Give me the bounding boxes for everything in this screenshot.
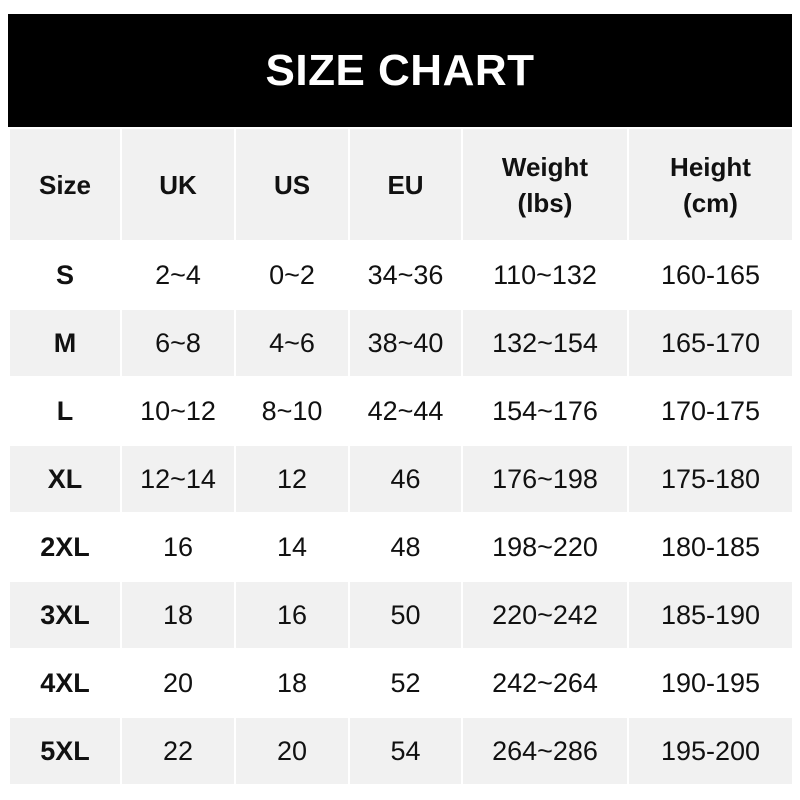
cell-weight: 154~176 bbox=[461, 376, 629, 446]
column-header-uk: UK bbox=[120, 127, 236, 242]
cell-weight: 220~242 bbox=[461, 580, 629, 650]
column-header-eu: EU bbox=[348, 127, 463, 242]
column-header-label: Weight bbox=[501, 151, 589, 182]
size-chart-table: Size UK US EU Weight (lbs) Height (cm) S 2~4 0~2 3… bbox=[8, 127, 794, 786]
column-header-label: US bbox=[273, 169, 311, 200]
cell-eu: 46 bbox=[348, 444, 463, 514]
table-row: 2XL 16 14 48 198~220 180-185 bbox=[8, 512, 794, 582]
cell-eu: 42~44 bbox=[348, 376, 463, 446]
cell-size: L bbox=[8, 376, 122, 446]
column-header-unit: (lbs) bbox=[517, 187, 573, 218]
cell-weight: 242~264 bbox=[461, 648, 629, 718]
column-header-size: Size bbox=[8, 127, 122, 242]
cell-eu: 38~40 bbox=[348, 308, 463, 378]
cell-height: 180-185 bbox=[627, 512, 794, 582]
cell-height: 185-190 bbox=[627, 580, 794, 650]
column-header-label: EU bbox=[387, 169, 424, 200]
table-row: 4XL 20 18 52 242~264 190-195 bbox=[8, 648, 794, 718]
cell-size: M bbox=[8, 308, 122, 378]
cell-size: 4XL bbox=[8, 648, 122, 718]
cell-us: 20 bbox=[234, 716, 350, 786]
table-row: L 10~12 8~10 42~44 154~176 170-175 bbox=[8, 376, 794, 446]
cell-height: 160-165 bbox=[627, 240, 794, 310]
cell-eu: 54 bbox=[348, 716, 463, 786]
cell-us: 4~6 bbox=[234, 308, 350, 378]
cell-us: 14 bbox=[234, 512, 350, 582]
cell-uk: 6~8 bbox=[120, 308, 236, 378]
cell-eu: 48 bbox=[348, 512, 463, 582]
cell-size: S bbox=[8, 240, 122, 310]
cell-uk: 20 bbox=[120, 648, 236, 718]
cell-uk: 16 bbox=[120, 512, 236, 582]
header-row: Size UK US EU Weight (lbs) Height (cm) bbox=[8, 127, 794, 242]
cell-us: 16 bbox=[234, 580, 350, 650]
table-row: S 2~4 0~2 34~36 110~132 160-165 bbox=[8, 240, 794, 310]
table-row: 3XL 18 16 50 220~242 185-190 bbox=[8, 580, 794, 650]
cell-uk: 18 bbox=[120, 580, 236, 650]
cell-eu: 50 bbox=[348, 580, 463, 650]
cell-uk: 12~14 bbox=[120, 444, 236, 514]
column-header-label: Size bbox=[38, 169, 92, 200]
cell-weight: 132~154 bbox=[461, 308, 629, 378]
column-header-unit: (cm) bbox=[683, 187, 738, 218]
cell-us: 0~2 bbox=[234, 240, 350, 310]
column-header-label: UK bbox=[159, 169, 197, 200]
cell-uk: 22 bbox=[120, 716, 236, 786]
cell-us: 8~10 bbox=[234, 376, 350, 446]
cell-us: 18 bbox=[234, 648, 350, 718]
column-header-label: Height bbox=[670, 151, 751, 182]
table-row: XL 12~14 12 46 176~198 175-180 bbox=[8, 444, 794, 514]
cell-eu: 52 bbox=[348, 648, 463, 718]
column-header-us: US bbox=[234, 127, 350, 242]
cell-us: 12 bbox=[234, 444, 350, 514]
cell-height: 195-200 bbox=[627, 716, 794, 786]
cell-weight: 110~132 bbox=[461, 240, 629, 310]
cell-eu: 34~36 bbox=[348, 240, 463, 310]
cell-weight: 264~286 bbox=[461, 716, 629, 786]
table-row: 5XL 22 20 54 264~286 195-200 bbox=[8, 716, 794, 786]
cell-size: 2XL bbox=[8, 512, 122, 582]
cell-height: 165-170 bbox=[627, 308, 794, 378]
column-header-weight: Weight (lbs) bbox=[461, 127, 629, 242]
cell-height: 170-175 bbox=[627, 376, 794, 446]
cell-uk: 10~12 bbox=[120, 376, 236, 446]
cell-size: 3XL bbox=[8, 580, 122, 650]
column-header-height: Height (cm) bbox=[627, 127, 794, 242]
cell-height: 175-180 bbox=[627, 444, 794, 514]
cell-uk: 2~4 bbox=[120, 240, 236, 310]
cell-size: XL bbox=[8, 444, 122, 514]
cell-weight: 198~220 bbox=[461, 512, 629, 582]
table-row: M 6~8 4~6 38~40 132~154 165-170 bbox=[8, 308, 794, 378]
cell-height: 190-195 bbox=[627, 648, 794, 718]
size-chart-title: SIZE CHART bbox=[8, 14, 792, 127]
cell-weight: 176~198 bbox=[461, 444, 629, 514]
cell-size: 5XL bbox=[8, 716, 122, 786]
